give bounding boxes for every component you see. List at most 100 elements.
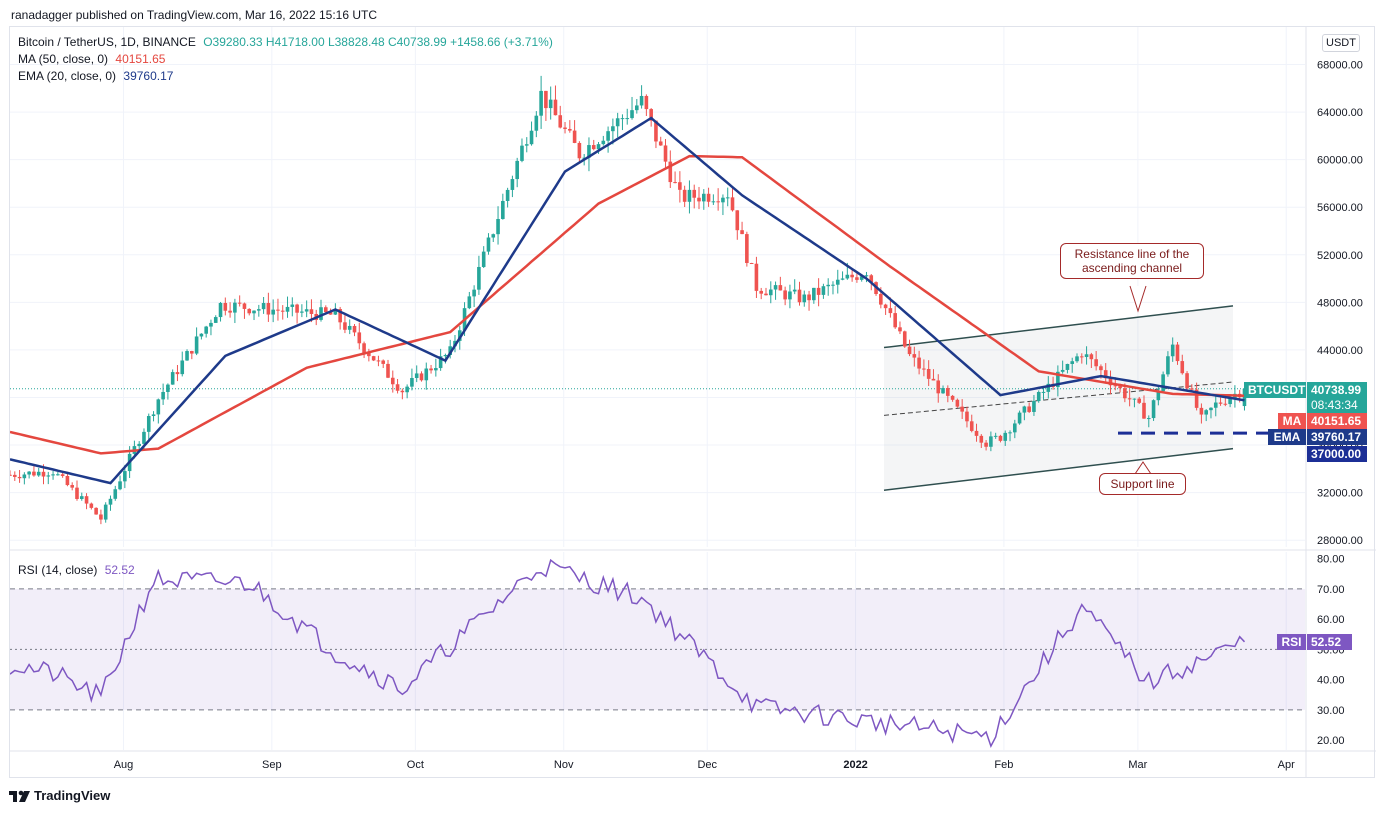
legend-ema-row: EMA (20, close, 0) 39760.17 [18, 69, 173, 83]
candle-body [692, 189, 697, 198]
candle-body [457, 330, 462, 341]
candle-body [993, 435, 998, 437]
candle-body [663, 145, 668, 162]
candle-body [591, 145, 596, 150]
candle-body [620, 118, 625, 120]
candle-body [812, 287, 816, 301]
candle-body [792, 289, 797, 292]
price-axis-label: 68000.00 [1317, 60, 1363, 72]
price-axis-label: 44000.00 [1317, 345, 1363, 357]
currency-button[interactable]: USDT [1322, 34, 1360, 52]
footer-brand: TradingView [34, 788, 111, 803]
candle-body [218, 302, 223, 318]
candle-body [859, 276, 864, 280]
candle-body [123, 471, 127, 482]
candle-body [271, 309, 275, 315]
candle-body [678, 182, 682, 190]
candle-body [333, 309, 338, 315]
candle-body [902, 331, 907, 347]
candle-body [233, 302, 237, 313]
candle-body [553, 99, 558, 116]
candle-body [539, 90, 543, 116]
price-axis-label: 52000.00 [1317, 250, 1363, 262]
candle-body [955, 399, 960, 407]
candle-body [362, 343, 366, 353]
candle-body [22, 474, 27, 479]
candle-body [654, 120, 658, 142]
candle-body [209, 322, 213, 327]
candle-body [343, 322, 347, 330]
candle-body [960, 406, 964, 412]
candle-body [611, 126, 615, 132]
candle-body [32, 471, 36, 476]
candle-body [888, 308, 893, 314]
candle-body [1118, 386, 1122, 389]
candle-body [845, 274, 850, 279]
last-price-chip: 40738.99 [1307, 382, 1367, 398]
legend-ma-label: MA (50, close, 0) [18, 52, 109, 66]
candle-body [12, 474, 17, 477]
candle-body [768, 289, 773, 296]
candle-body [113, 489, 118, 499]
candle-body [304, 309, 309, 312]
candle-body [448, 346, 452, 355]
candle-body [390, 377, 395, 385]
ema20-line [10, 116, 1245, 485]
candle-body [802, 294, 807, 303]
candle-body [1027, 406, 1031, 412]
candle-body [1094, 359, 1098, 367]
publisher-header: ranadagger published on TradingView.com,… [11, 8, 378, 22]
candle-body [926, 368, 931, 379]
candle-body [587, 145, 591, 158]
candle-body [94, 507, 98, 515]
candle-body [601, 140, 606, 145]
candle-body [1132, 398, 1137, 400]
candle-body [946, 388, 950, 396]
time-axis-label: Sep [262, 759, 282, 771]
candle-body [285, 306, 290, 312]
candle-body [898, 327, 902, 332]
ema-tag-chip: EMA [1268, 429, 1306, 445]
candle-body [103, 504, 108, 520]
candle-body [1127, 398, 1132, 400]
time-axis-label: Dec [697, 759, 717, 771]
candle-body [950, 395, 955, 400]
candle-body [907, 346, 912, 355]
candle-body [931, 378, 936, 381]
candle-body [1161, 374, 1165, 392]
candle-body [706, 193, 711, 202]
candle-body [213, 317, 218, 323]
candle-body [1204, 410, 1208, 415]
rsi-axis-label: 30.00 [1317, 705, 1345, 717]
candle-body [682, 189, 687, 202]
channel-fill [884, 305, 1233, 491]
candle-body [1137, 398, 1142, 403]
candle-body [228, 310, 232, 313]
legend-symbol-row: Bitcoin / TetherUS, 1D, BINANCE O39280.3… [18, 35, 553, 49]
legend-ma-value: 40151.65 [115, 52, 166, 66]
candle-body [912, 354, 917, 358]
candle-body [352, 325, 357, 333]
tradingview-logo[interactable]: TradingView [9, 788, 110, 803]
candle-body [668, 161, 673, 183]
candle-body [1103, 370, 1108, 379]
candle-body [1199, 407, 1204, 415]
support-line [883, 447, 1234, 491]
candle-body [84, 496, 89, 504]
candle-body [156, 399, 161, 415]
candle-body [1022, 406, 1027, 413]
candle-body [400, 390, 405, 393]
candle-body [1017, 412, 1022, 424]
rsi-line [10, 558, 1246, 748]
candle-body [395, 384, 400, 391]
candle-body [252, 310, 256, 314]
resistance-annotation: Resistance line of the ascending channel [1060, 243, 1204, 279]
candle-body [65, 475, 70, 486]
candle-body [1113, 385, 1118, 387]
candle-body [515, 160, 519, 180]
candle-body [649, 109, 653, 121]
candle-body [290, 304, 295, 307]
candle-body [989, 436, 993, 447]
candle-body [1003, 432, 1008, 441]
